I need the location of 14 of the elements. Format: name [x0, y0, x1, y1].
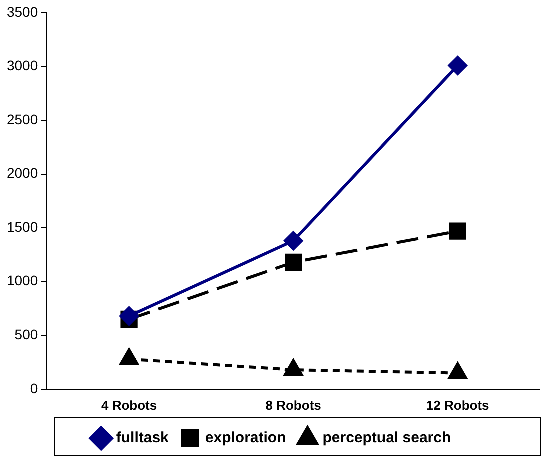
x-tick-label: 8 Robots [266, 398, 322, 413]
y-tick-label: 3500 [6, 4, 38, 20]
y-tick-label: 1000 [6, 272, 38, 289]
y-tick-label: 500 [14, 326, 38, 342]
x-tick-label: 4 Robots [101, 398, 158, 413]
legend-label: perceptual search [322, 430, 452, 447]
y-tick-label: 0 [30, 380, 38, 396]
y-tick-label: 3000 [6, 58, 38, 74]
y-tick-label: 2500 [6, 111, 38, 128]
y-tick-label: 2000 [6, 165, 38, 182]
y-tick-label: 1500 [6, 218, 38, 235]
legend-label: exploration [205, 430, 286, 447]
x-tick-label: 12 Robots [426, 398, 490, 413]
legend-label: fulltask [116, 430, 170, 447]
